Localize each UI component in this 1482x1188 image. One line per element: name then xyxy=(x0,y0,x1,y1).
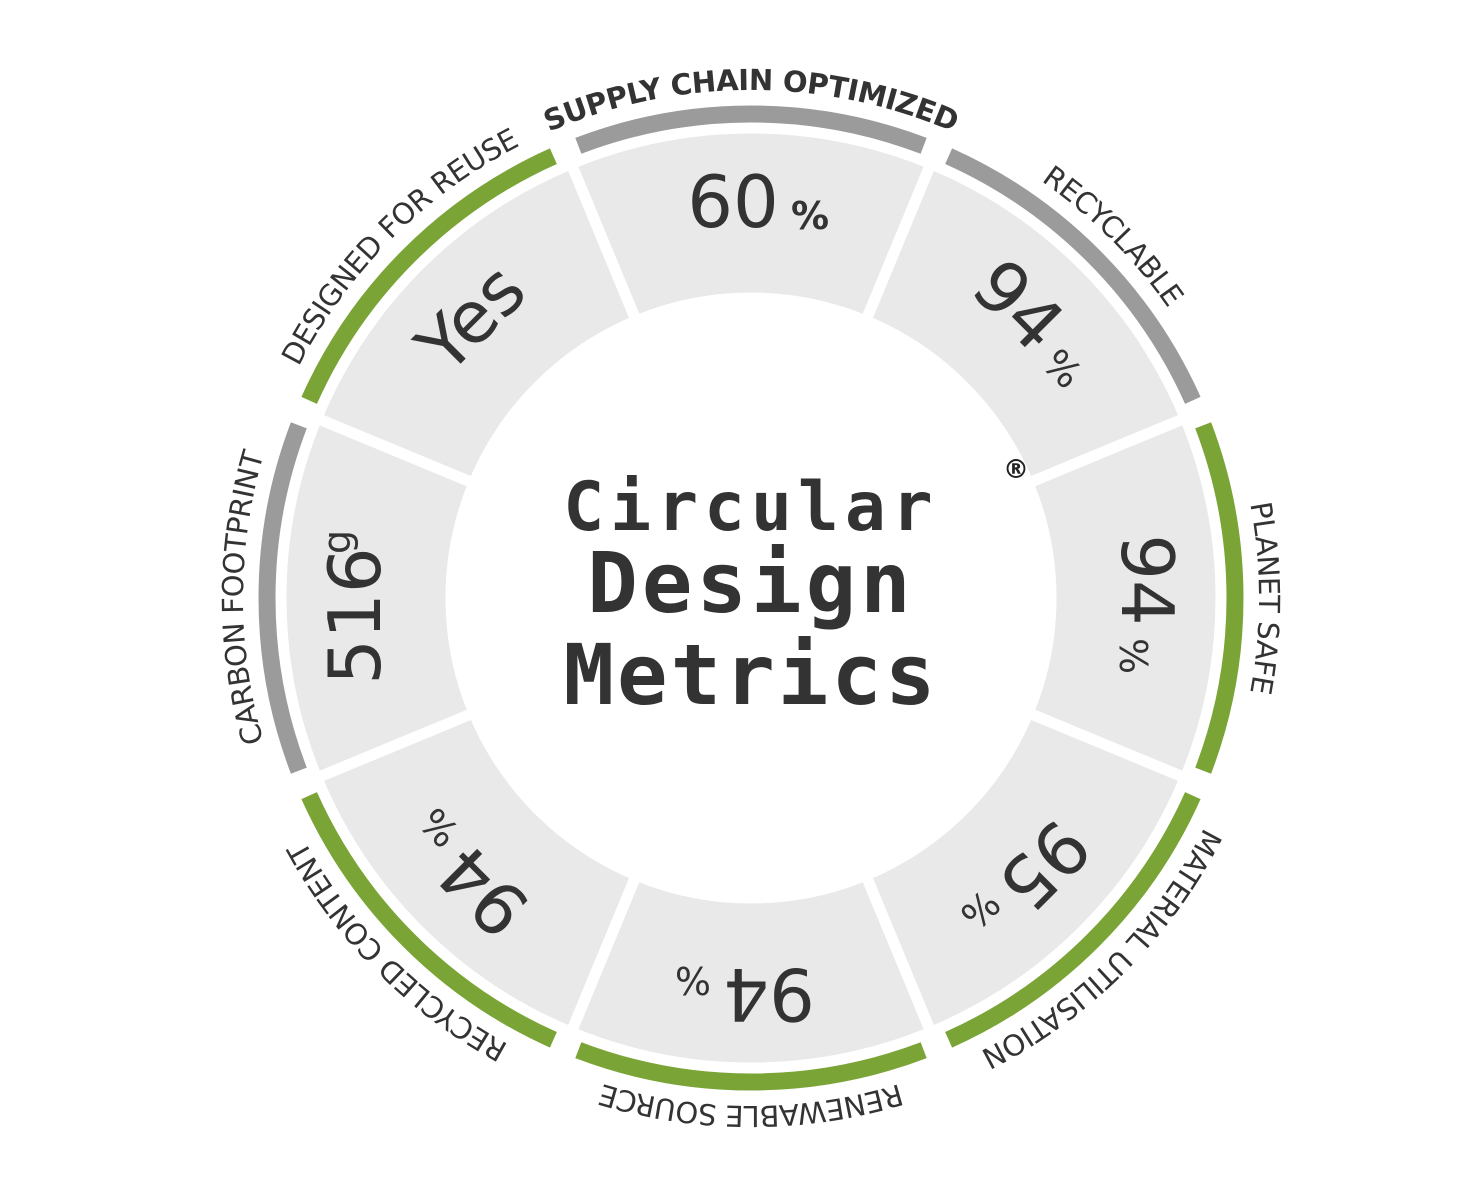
rim-planet-safe xyxy=(1195,422,1244,774)
value-planet-safe: 94 xyxy=(1105,534,1189,626)
unit-supply-chain-optimized: % xyxy=(791,194,829,238)
rim-renewable-source xyxy=(575,1042,927,1091)
value-group-planet-safe: 94% xyxy=(1105,534,1189,674)
rim-recyclable xyxy=(945,148,1201,404)
unit-renewable-source: % xyxy=(675,958,711,1002)
center-title-line-2: Design xyxy=(587,534,914,632)
value-supply-chain-optimized: 60 xyxy=(687,160,779,244)
rim-designed-for-reuse xyxy=(301,148,557,404)
center-title-line-1: Circular xyxy=(563,468,939,547)
unit-carbon-footprint: g xyxy=(315,530,359,554)
label-planet-safe: PLANET SAFE xyxy=(1243,499,1286,697)
center-disc xyxy=(451,298,1051,898)
registered-trademark-symbol: ® xyxy=(1003,455,1029,485)
center-title: Circular Design Metrics ® xyxy=(451,298,1051,898)
rim-supply-chain-optimized xyxy=(575,105,927,154)
rim-recycled-content xyxy=(301,792,557,1048)
rim-carbon-footprint xyxy=(258,422,307,774)
value-group-renewable-source: 94% xyxy=(675,952,815,1036)
rims-group xyxy=(258,105,1244,1091)
rim-material-utilisation xyxy=(945,792,1201,1048)
value-group-supply-chain-optimized: 60% xyxy=(687,160,829,244)
unit-planet-safe: % xyxy=(1111,638,1155,674)
center-title-line-3: Metrics xyxy=(563,626,938,724)
value-carbon-footprint: 516 xyxy=(313,547,397,684)
value-renewable-source: 94 xyxy=(723,952,815,1036)
